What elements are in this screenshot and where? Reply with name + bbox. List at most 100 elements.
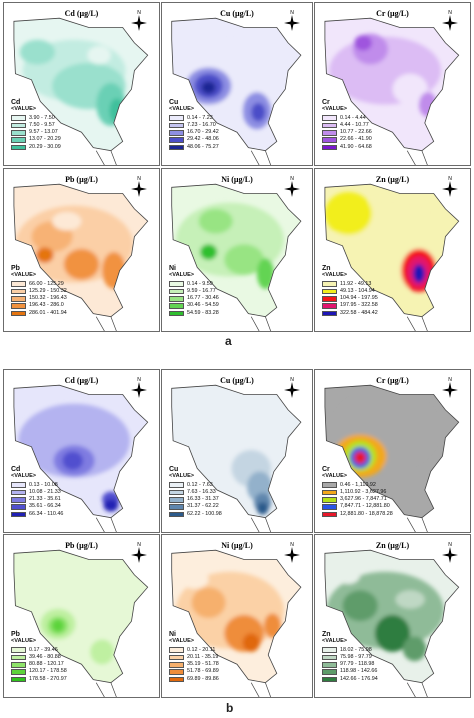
legend-range: 66.00 - 125.29	[29, 280, 64, 287]
legend-swatch	[11, 669, 26, 675]
map-panel-a-cd: Cd (µg/L) N Cd <VALUE> 3.90 - 7.50 7.50 - 9.5…	[3, 2, 160, 166]
legend-swatch	[11, 115, 26, 122]
concentration-zone	[102, 252, 126, 289]
legend-range: 178.58 - 270.97	[29, 675, 67, 682]
legend-range: 35.19 - 51.78	[187, 661, 219, 668]
legend-range: 18.02 - 75.98	[340, 646, 372, 653]
legend-row: 0.12 - 20.11	[169, 647, 219, 654]
legend-swatch	[169, 303, 184, 309]
legend-row: 3,627.96 - 7,847.71	[322, 496, 393, 503]
concentration-zone	[63, 248, 100, 280]
legend-swatch	[322, 647, 337, 654]
legend-row: 197.95 - 322.58	[322, 302, 378, 309]
concentration-zone	[35, 247, 54, 263]
legend-range: 0.46 - 1,110.92	[340, 481, 376, 488]
legend-range: 41.90 - 64.68	[340, 143, 372, 150]
north-arrow-icon: N	[440, 376, 460, 398]
legend-range: 0.13 - 10.08	[29, 481, 58, 488]
legend-range: 322.58 - 484.42	[340, 309, 378, 316]
legend-row: 118.98 - 142.66	[322, 668, 378, 675]
legend-element-name: Zn	[322, 265, 331, 272]
legend-range: 22.66 - 41.90	[340, 136, 372, 143]
legend-swatch	[169, 281, 184, 288]
legend-swatch	[322, 654, 337, 661]
concentration-zone	[354, 35, 372, 51]
road-outline	[406, 316, 428, 331]
legend: Cr <VALUE> 0.46 - 1,110.92 1,110.92 - 3,627…	[322, 466, 393, 518]
panel-title: Ni (µg/L)	[221, 175, 253, 184]
concentration-zone	[198, 208, 233, 234]
legend: Cr <VALUE> 0.14 - 4.44 4.44 - 10.77 10.77 - …	[322, 99, 372, 151]
legend-range: 0.17 - 39.46	[29, 646, 58, 653]
map-panel-a-cr: Cr (µg/L) N Cr <VALUE> 0.14 - 4.44 4.44 - 10.…	[314, 2, 471, 166]
legend-swatch	[322, 115, 337, 122]
concentration-zone	[251, 102, 266, 122]
legend-row: 21.33 - 35.61	[11, 496, 63, 503]
legend-swatch	[169, 130, 184, 136]
map-panel-b-cu: Cu (µg/L) N Cu <VALUE> 0.12 - 7.63 7.63 - 16.…	[161, 369, 313, 533]
legend-row: 10.77 - 22.66	[322, 129, 372, 136]
study-area-outline	[13, 17, 149, 152]
legend-row: 29.42 - 48.06	[169, 136, 219, 143]
svg-text:N: N	[448, 377, 452, 383]
legend-swatch	[11, 511, 26, 518]
legend-range: 21.33 - 35.61	[29, 496, 61, 503]
legend-row: 0.17 - 39.46	[11, 647, 67, 654]
legend-swatch	[11, 296, 26, 302]
svg-text:N: N	[448, 10, 452, 16]
legend-swatch	[322, 137, 337, 143]
panel-title: Cr (µg/L)	[376, 376, 409, 385]
legend-range: 29.42 - 48.06	[187, 136, 219, 143]
legend-element-name: Cd	[11, 466, 21, 473]
legend: Pb <VALUE> 0.17 - 39.46 39.46 - 80.88 80.88 …	[11, 631, 67, 683]
concentration-zone	[324, 191, 372, 236]
concentration-zone	[256, 502, 269, 515]
map-area	[171, 549, 302, 697]
legend-range: 11.92 - 49.13	[340, 280, 372, 287]
north-arrow-icon: N	[129, 9, 149, 31]
north-arrow-icon: N	[282, 9, 302, 31]
legend-value-heading: <VALUE>	[11, 638, 37, 644]
legend-element-name: Cr	[322, 99, 330, 106]
figure-a-label: a	[225, 334, 232, 348]
legend-row: 125.29 - 150.32	[11, 288, 67, 295]
legend-range: 120.17 - 178.58	[29, 668, 67, 675]
legend-row: 0.14 - 7.23	[169, 115, 219, 122]
legend-element-name: Zn	[322, 631, 331, 638]
concentration-zone	[392, 73, 428, 105]
legend-row: 54.59 - 83.28	[169, 310, 219, 317]
north-arrow-icon: N	[282, 376, 302, 398]
legend-swatch	[169, 489, 184, 496]
legend-row: 4.44 - 10.77	[322, 122, 372, 129]
study-area-outline	[13, 384, 149, 519]
legend-range: 4.44 - 10.77	[340, 121, 369, 128]
concentration-zone	[413, 264, 425, 283]
legend-swatch	[11, 122, 26, 129]
legend-row: 41.90 - 64.68	[322, 144, 372, 151]
study-area-outline	[13, 549, 149, 684]
legend-swatch	[322, 144, 337, 151]
legend-range: 49.13 - 104.94	[340, 287, 375, 294]
legend-range: 3.90 - 7.50	[29, 114, 55, 121]
legend-range: 48.06 - 75.27	[187, 143, 219, 150]
concentration-zone	[402, 636, 427, 662]
legend-range: 39.46 - 80.88	[29, 653, 61, 660]
legend-row: 51.78 - 69.89	[169, 668, 219, 675]
study-area-outline	[324, 549, 460, 684]
legend-swatch	[11, 676, 26, 683]
svg-text:N: N	[290, 377, 294, 383]
legend-row: 35.61 - 66.34	[11, 503, 63, 510]
legend-swatch	[169, 288, 184, 295]
legend-swatch	[322, 281, 337, 288]
concentration-zone	[103, 499, 119, 512]
legend-row: 39.46 - 80.88	[11, 654, 67, 661]
concentration-zone	[263, 613, 282, 639]
legend-swatch	[322, 310, 337, 317]
legend-range: 10.77 - 22.66	[340, 129, 372, 136]
legend-swatch	[322, 303, 337, 309]
legend-swatch	[11, 281, 26, 288]
legend-element-name: Cu	[169, 466, 179, 473]
legend-swatch	[11, 288, 26, 295]
legend-swatch	[169, 497, 184, 503]
legend-row: 0.14 - 9.59	[169, 281, 219, 288]
